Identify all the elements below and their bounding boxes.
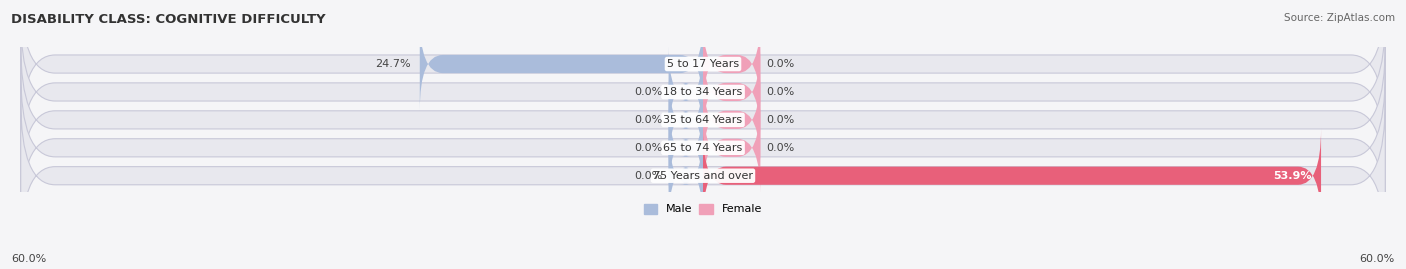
FancyBboxPatch shape [703,73,761,167]
FancyBboxPatch shape [703,101,761,194]
Text: 35 to 64 Years: 35 to 64 Years [664,115,742,125]
Text: 0.0%: 0.0% [766,59,794,69]
Text: DISABILITY CLASS: COGNITIVE DIFFICULTY: DISABILITY CLASS: COGNITIVE DIFFICULTY [11,13,326,26]
Text: 0.0%: 0.0% [634,171,662,181]
FancyBboxPatch shape [21,101,1385,250]
FancyBboxPatch shape [669,45,703,139]
Text: 65 to 74 Years: 65 to 74 Years [664,143,742,153]
FancyBboxPatch shape [669,101,703,194]
Text: 0.0%: 0.0% [766,115,794,125]
Text: Source: ZipAtlas.com: Source: ZipAtlas.com [1284,13,1395,23]
Text: 24.7%: 24.7% [375,59,411,69]
FancyBboxPatch shape [703,17,761,111]
FancyBboxPatch shape [21,0,1385,139]
Legend: Male, Female: Male, Female [640,199,766,219]
Text: 60.0%: 60.0% [1360,254,1395,264]
FancyBboxPatch shape [669,129,703,222]
FancyBboxPatch shape [703,45,761,139]
Text: 0.0%: 0.0% [766,143,794,153]
FancyBboxPatch shape [21,45,1385,194]
FancyBboxPatch shape [420,17,703,111]
FancyBboxPatch shape [21,17,1385,167]
Text: 60.0%: 60.0% [11,254,46,264]
Text: 75 Years and over: 75 Years and over [652,171,754,181]
FancyBboxPatch shape [669,73,703,167]
FancyBboxPatch shape [21,73,1385,222]
Text: 0.0%: 0.0% [634,87,662,97]
Text: 0.0%: 0.0% [766,87,794,97]
Text: 53.9%: 53.9% [1274,171,1312,181]
FancyBboxPatch shape [703,129,1322,222]
Text: 0.0%: 0.0% [634,115,662,125]
Text: 5 to 17 Years: 5 to 17 Years [666,59,740,69]
Text: 0.0%: 0.0% [634,143,662,153]
Text: 18 to 34 Years: 18 to 34 Years [664,87,742,97]
